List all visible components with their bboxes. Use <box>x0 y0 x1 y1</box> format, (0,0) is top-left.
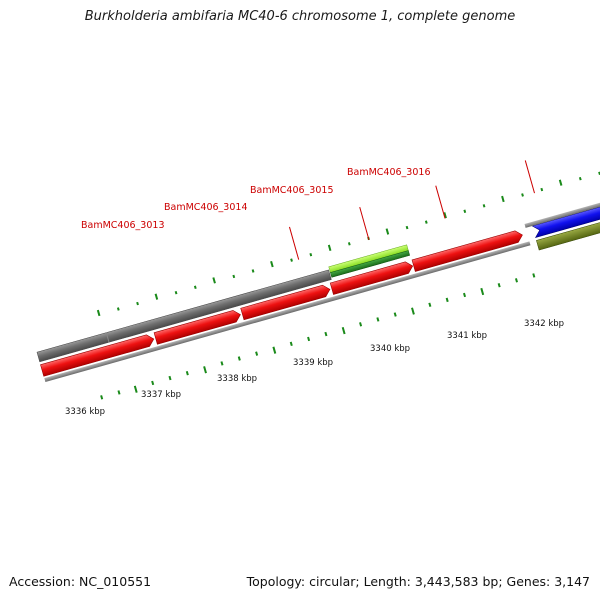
scale-label: 3339 kbp <box>293 358 333 368</box>
cds-red-forward-1 <box>40 334 155 377</box>
outer-tick-ring <box>96 171 600 317</box>
accession-text: Accession: NC_010551 <box>9 574 152 589</box>
genome-backbone <box>44 241 531 383</box>
leader-3016 <box>524 160 535 194</box>
feature-upper-row <box>36 172 600 363</box>
leader-3015 <box>435 185 446 219</box>
feature-dark-green <box>330 250 411 278</box>
linear-track <box>36 153 600 400</box>
scale-label: 3336 kbp <box>65 407 105 417</box>
forward-strand <box>40 158 600 377</box>
gene-label-3016: BamMC406_3016 <box>347 167 430 178</box>
label-leaders <box>288 160 535 260</box>
cds-red-forward-5 <box>411 230 523 272</box>
cds-blue-reverse <box>531 158 600 239</box>
leader-3014 <box>359 206 370 240</box>
scale-label: 3340 kbp <box>370 344 410 354</box>
topology-text: Topology: circular; Length: 3,443,583 bp… <box>246 574 590 589</box>
gene-label-3015: BamMC406_3015 <box>250 185 333 196</box>
scale-labels: 3336 kbp 3337 kbp 3338 kbp 3339 kbp 3340… <box>65 319 564 417</box>
feature-gray <box>36 269 332 363</box>
cds-red-forward-4 <box>329 261 414 295</box>
gene-label-3013: BamMC406_3013 <box>81 220 164 231</box>
genome-backbone-right <box>524 153 600 228</box>
cds-red-forward-3 <box>240 284 331 321</box>
scale-label: 3341 kbp <box>447 331 487 341</box>
scale-label: 3338 kbp <box>217 374 257 384</box>
scale-label: 3337 kbp <box>141 390 181 400</box>
scale-label: 3342 kbp <box>524 319 564 329</box>
gene-label-3014: BamMC406_3014 <box>164 202 247 213</box>
feature-olive <box>536 172 600 251</box>
cds-red-forward-2 <box>153 310 241 345</box>
inner-tick-ring <box>100 273 536 400</box>
map-title: Burkholderia ambifaria MC40-6 chromosome… <box>84 9 516 24</box>
gene-labels: BamMC406_3013 BamMC406_3014 BamMC406_301… <box>81 167 430 231</box>
leader-3013 <box>288 226 300 260</box>
